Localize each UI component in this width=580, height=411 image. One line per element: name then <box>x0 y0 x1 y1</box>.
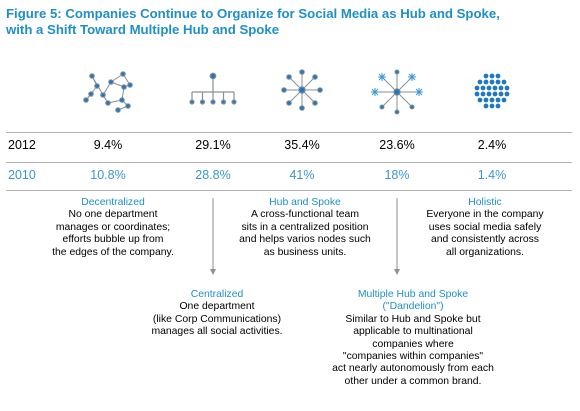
centralized-line-2: (like Corp Communications) <box>152 313 282 325</box>
year-label-2012: 2012 <box>8 138 36 152</box>
decentralized-line-3: efforts bubble up from <box>62 234 164 246</box>
holistic-dot-cluster-icon <box>474 73 510 109</box>
multiple-hub-and-spoke-icon <box>371 69 423 115</box>
centralized-line-3: manages all social activities. <box>151 326 283 338</box>
decentralized-network-icon <box>83 71 133 113</box>
centralized-tree-icon <box>189 72 237 105</box>
decentralized-line-2: manages or coordinates; <box>55 221 171 233</box>
figure-title: Figure 5: Companies Continue to Organize… <box>6 6 576 38</box>
value-2012-hub-and-spoke: 35.4% <box>284 138 320 152</box>
multiple-hub-heading: Multiple Hub and Spoke <box>357 289 469 300</box>
hub-and-spoke-description: Hub and Spoke A cross-functional team si… <box>220 197 390 259</box>
value-2010-hub-and-spoke: 41% <box>289 168 315 182</box>
value-2010-decentralized: 10.8% <box>90 168 126 182</box>
year-label-2010: 2010 <box>8 168 36 182</box>
holistic-line-1: Everyone in the company <box>426 209 544 221</box>
value-2010-centralized: 28.8% <box>195 168 231 182</box>
decentralized-line-4: the edges of the company. <box>52 246 174 258</box>
hub-and-spoke-heading: Hub and Spoke <box>269 197 341 208</box>
value-2010-holistic: 1.4% <box>477 168 507 182</box>
multiple-hub-line-6: other under a common brand. <box>344 375 482 387</box>
table-row-2010: 2010 10.8% 28.8% 41% 18% 1.4% <box>0 166 580 186</box>
multiple-hub-line-3: companies where <box>372 338 454 350</box>
value-2012-multiple-hub: 23.6% <box>379 138 415 152</box>
hub-and-spoke-line-2: sits in a centralized position <box>241 221 369 233</box>
title-line-1: Figure 5: Companies Continue to Organize… <box>6 6 500 21</box>
hub-and-spoke-line-1: A cross-functional team <box>251 209 359 221</box>
multiple-hub-heading-alias: ("Dandelion") <box>382 301 444 313</box>
multiple-hub-line-1: Similar to Hub and Spoke but <box>345 313 481 325</box>
value-2012-centralized: 29.1% <box>195 138 231 152</box>
value-2012-holistic: 2.4% <box>477 138 507 152</box>
arrow-to-centralized <box>210 198 216 275</box>
hub-and-spoke-line-4: as business units. <box>263 246 347 258</box>
table-row-2012: 2012 9.4% 29.1% 35.4% 23.6% 2.4% <box>0 136 580 156</box>
centralized-heading: Centralized <box>190 289 244 300</box>
multiple-hub-description: Multiple Hub and Spoke ("Dandelion") Sim… <box>318 289 508 388</box>
decentralized-heading: Decentralized <box>81 197 145 208</box>
hub-and-spoke-line-3: and helps varios nodes such <box>239 234 371 246</box>
decentralized-description: Decentralized No one department manages … <box>28 197 198 259</box>
table-top-rule <box>6 132 572 133</box>
centralized-line-1: One department <box>179 301 255 313</box>
decentralized-line-1: No one department <box>68 209 158 221</box>
value-2010-multiple-hub: 18% <box>384 168 410 182</box>
multiple-hub-line-2: applicable to multinational <box>353 326 473 338</box>
holistic-line-2: uses social media safely <box>428 221 542 233</box>
value-2012-decentralized: 9.4% <box>93 138 123 152</box>
holistic-line-4: all organizations. <box>446 246 524 258</box>
multiple-hub-line-5: act nearly autonomously from each <box>332 363 494 375</box>
multiple-hub-line-4: "companies within companies" <box>342 351 484 363</box>
hub-and-spoke-icon <box>281 69 323 111</box>
table-middle-rule <box>6 162 572 163</box>
icons-row <box>83 69 510 115</box>
centralized-description: Centralized One department (like Corp Co… <box>132 289 302 339</box>
table-bottom-rule <box>6 190 572 191</box>
arrow-to-multiple-hub <box>394 198 400 275</box>
holistic-heading: Holistic <box>468 197 502 208</box>
holistic-description: Holistic Everyone in the company uses so… <box>405 197 565 259</box>
holistic-line-3: and consistently across <box>430 234 539 246</box>
title-line-2: with a Shift Toward Multiple Hub and Spo… <box>6 22 280 37</box>
